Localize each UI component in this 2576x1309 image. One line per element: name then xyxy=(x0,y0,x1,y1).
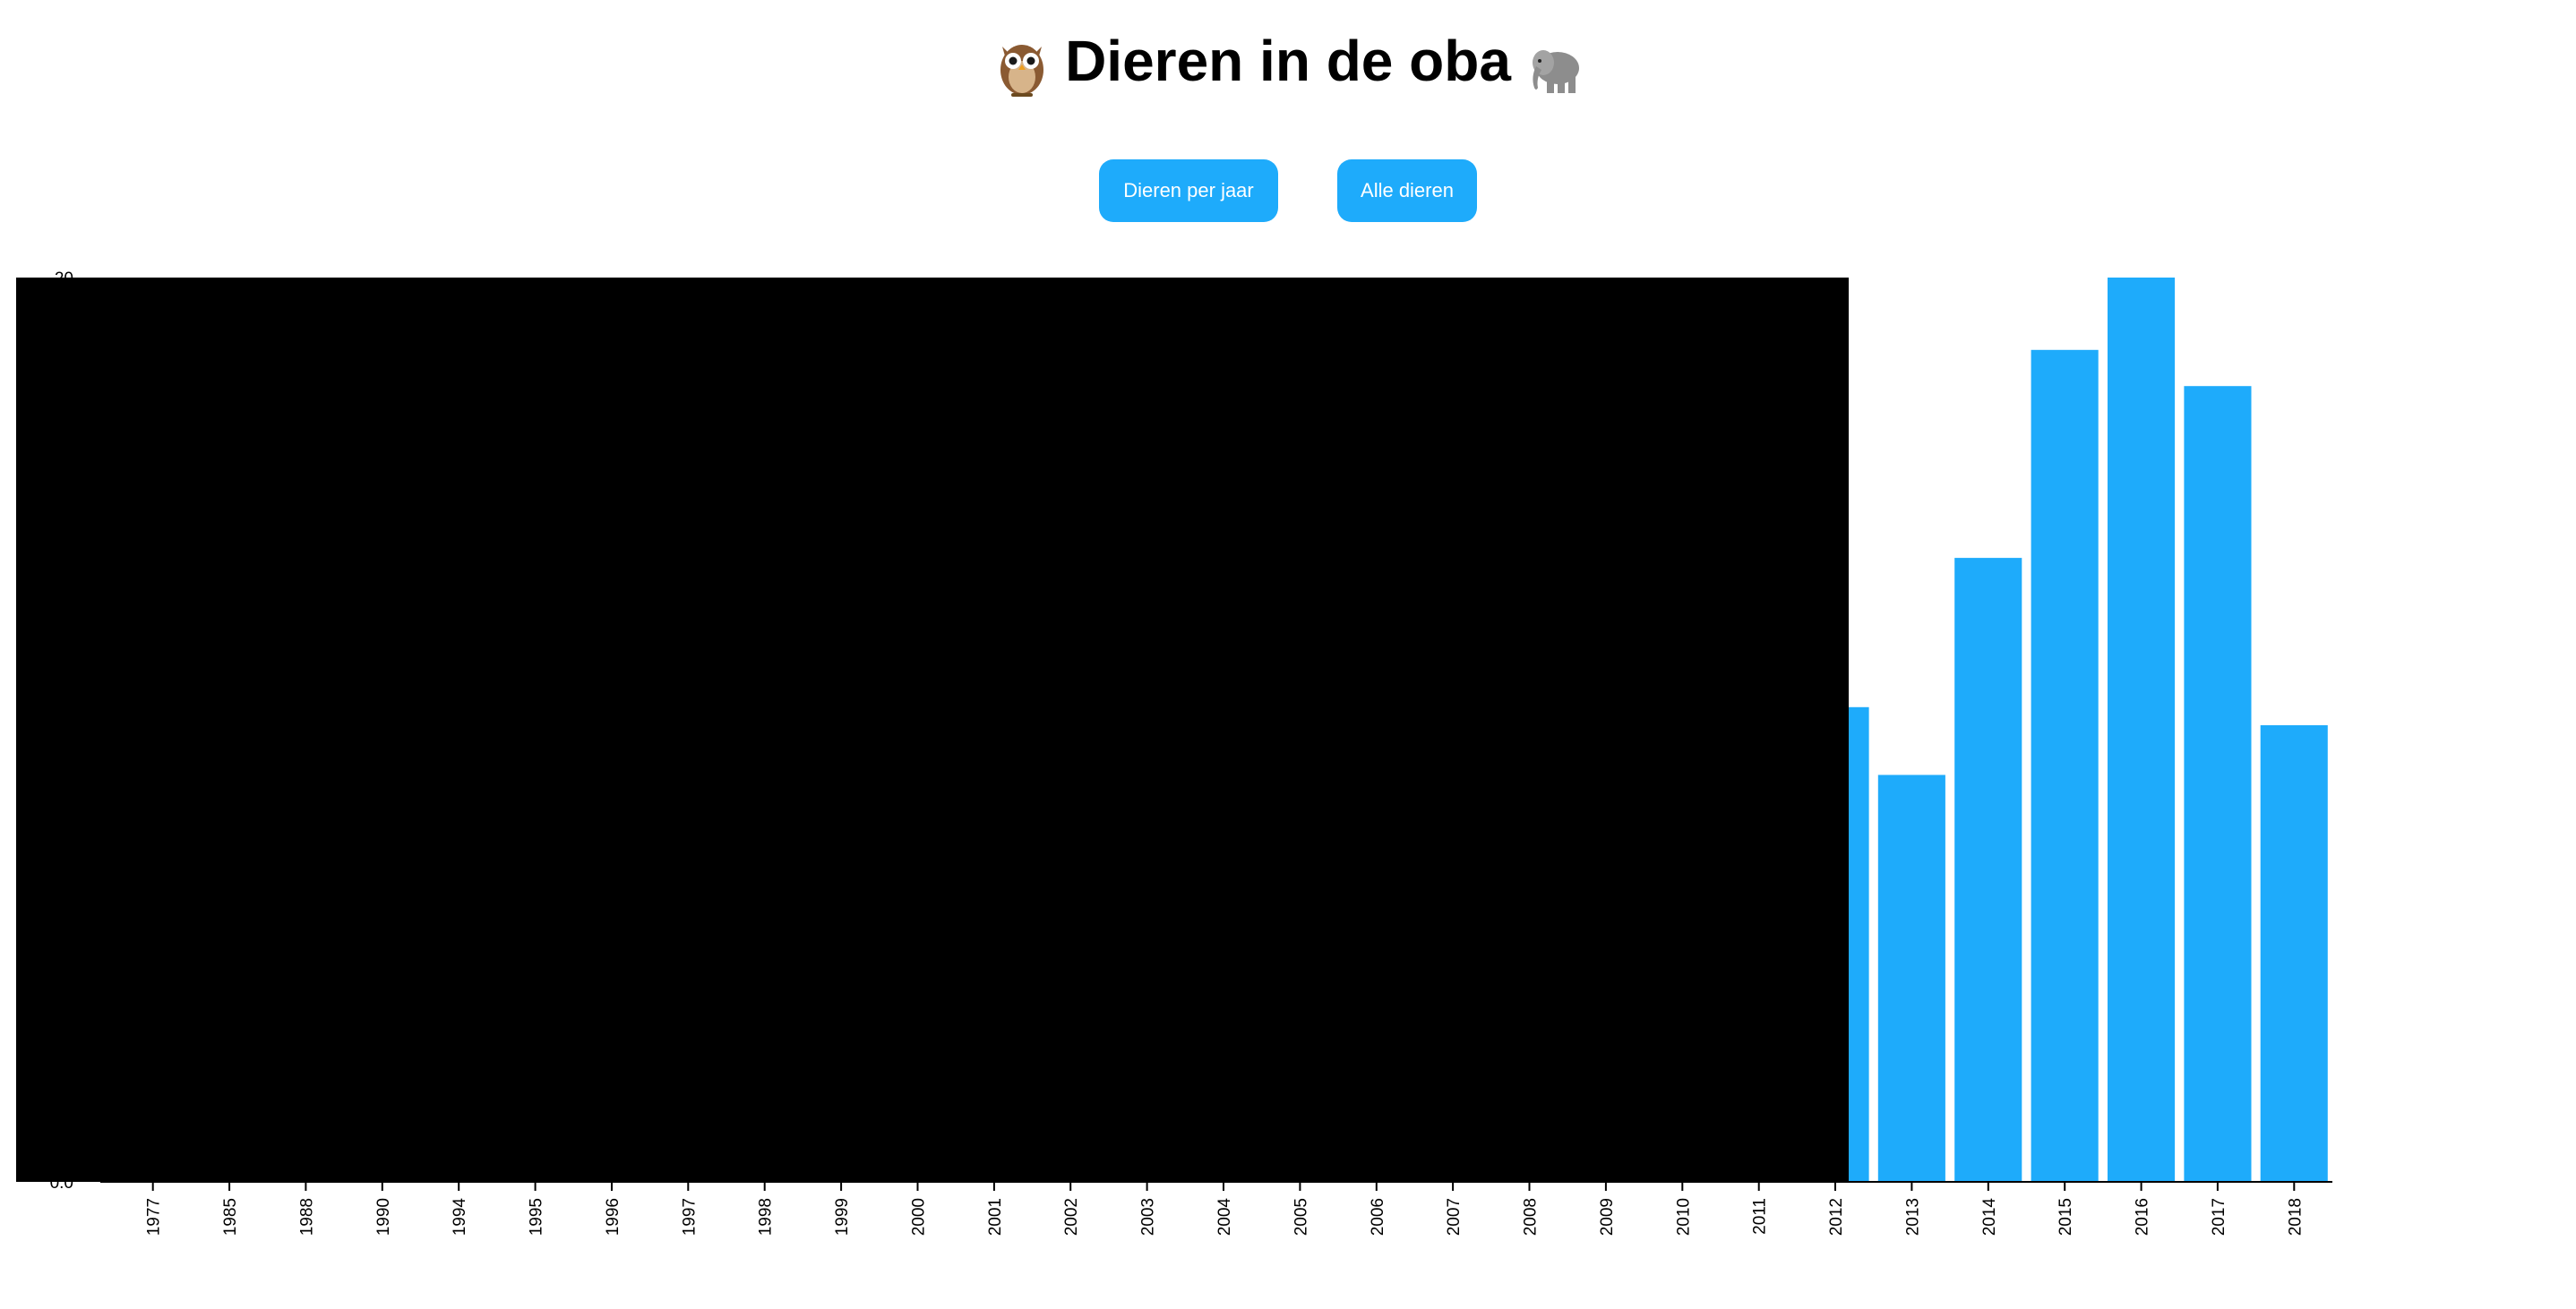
x-tick-label-1988: 1988 xyxy=(297,1198,316,1236)
button-bar: Dieren per jaar Alle dieren xyxy=(0,159,2576,222)
x-tick-label-2015: 2015 xyxy=(2057,1198,2075,1236)
y-tick-label-0.0: 0.0 xyxy=(50,1174,73,1193)
bar-2016[interactable] xyxy=(2108,278,2176,1182)
x-tick-label-2013: 2013 xyxy=(1903,1198,1922,1236)
bar-2018[interactable] xyxy=(2260,725,2328,1182)
x-tick-label-2009: 2009 xyxy=(1598,1198,1617,1236)
x-tick-label-2005: 2005 xyxy=(1292,1198,1310,1236)
y-tick-label-20: 20 xyxy=(55,270,73,288)
x-tick-label-1977: 1977 xyxy=(145,1198,164,1236)
x-tick-label-2010: 2010 xyxy=(1674,1198,1693,1236)
x-tick-labels: 1977 1985 1988 1990 1994 1995 1996 1997 1998 1999… xyxy=(145,1182,2305,1236)
bar-2015[interactable] xyxy=(2031,349,2099,1182)
bars-layer xyxy=(1801,278,2328,1183)
x-tick-label-1985: 1985 xyxy=(221,1198,240,1236)
x-tick-label-2001: 2001 xyxy=(986,1198,1005,1236)
alle-dieren-button[interactable]: Alle dieren xyxy=(1337,159,1477,222)
x-tick-label-1998: 1998 xyxy=(757,1198,776,1236)
bar-2017[interactable] xyxy=(2184,386,2252,1182)
x-tick-label-1995: 1995 xyxy=(528,1198,546,1236)
x-tick-label-2007: 2007 xyxy=(1445,1198,1464,1236)
x-tick-label-2017: 2017 xyxy=(2210,1198,2228,1236)
x-tick-label-2002: 2002 xyxy=(1062,1198,1081,1236)
page-title: Dieren in de oba xyxy=(0,16,2576,106)
x-tick-label-2003: 2003 xyxy=(1139,1198,1158,1236)
bar-2013[interactable] xyxy=(1877,774,1945,1183)
y-tick-labels: 0.0 20 xyxy=(50,270,73,1193)
x-tick-label-2006: 2006 xyxy=(1369,1198,1387,1236)
x-tick-label-1997: 1997 xyxy=(680,1198,699,1236)
x-tick-label-2008: 2008 xyxy=(1522,1198,1541,1236)
x-tick-label-2012: 2012 xyxy=(1827,1198,1846,1236)
bar-2014[interactable] xyxy=(1954,558,2022,1182)
x-tick-label-2004: 2004 xyxy=(1215,1198,1234,1236)
x-tick-label-1996: 1996 xyxy=(604,1198,623,1236)
x-tick-label-2011: 2011 xyxy=(1751,1198,1770,1235)
owl-icon xyxy=(995,34,1049,98)
x-tick-label-1994: 1994 xyxy=(451,1198,469,1236)
page-title-text: Dieren in de oba xyxy=(1065,29,1511,93)
x-tick-label-2018: 2018 xyxy=(2286,1198,2305,1236)
elephant-icon xyxy=(1527,34,1581,97)
x-tick-label-2000: 2000 xyxy=(910,1198,929,1236)
dieren-per-jaar-button[interactable]: Dieren per jaar xyxy=(1099,159,1278,222)
x-tick-label-2016: 2016 xyxy=(2134,1198,2152,1236)
x-tick-label-2014: 2014 xyxy=(1980,1198,1999,1236)
redaction-block xyxy=(16,278,1849,1182)
x-tick-label-1990: 1990 xyxy=(374,1198,393,1236)
x-tick-label-1999: 1999 xyxy=(833,1198,852,1236)
